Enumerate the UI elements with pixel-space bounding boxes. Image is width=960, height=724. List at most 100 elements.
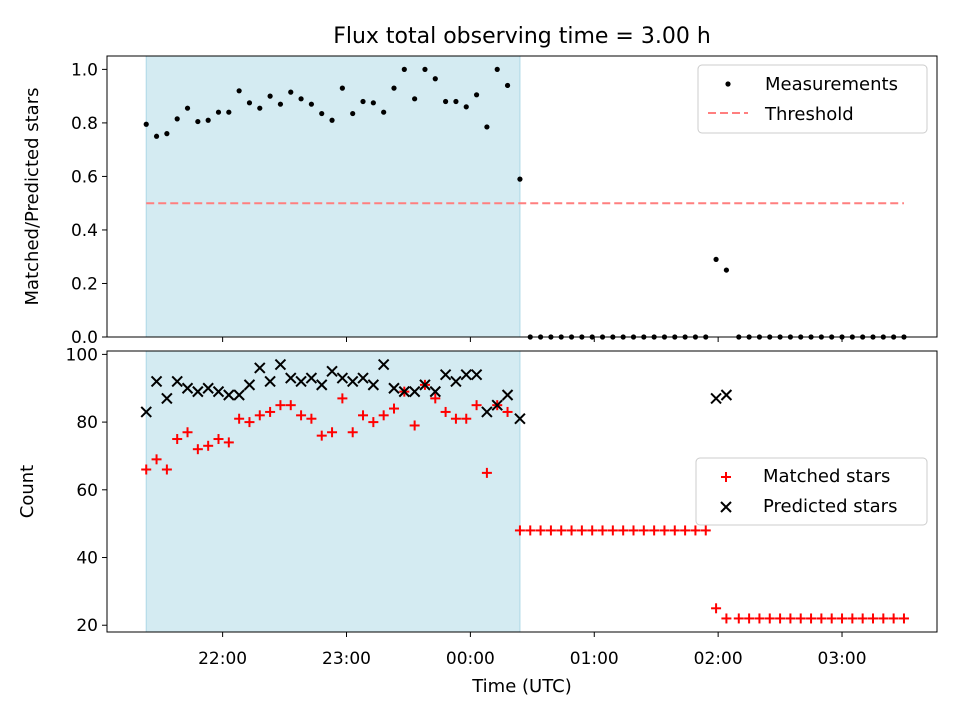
measurements-point: [412, 96, 418, 102]
predicted-stars-point-b: [481, 406, 493, 418]
matched-stars-point: [285, 400, 296, 411]
matched-stars-point: [327, 427, 338, 438]
matched-stars-point: [378, 410, 389, 421]
predicted-stars-point-b: [305, 372, 318, 384]
measurements-point: [329, 117, 335, 123]
matched-stars-point: [545, 525, 556, 536]
matched-stars-point: [587, 525, 598, 536]
matched-stars-point: [669, 525, 680, 536]
predicted-stars-point: [336, 372, 349, 384]
measurements-point: [164, 131, 170, 137]
predicted-stars-point: [429, 385, 441, 398]
predicted-stars-point: [408, 385, 421, 398]
bottom-panel-shaded-span: [145, 350, 521, 633]
measurements-point: [713, 256, 719, 262]
measurements-point: [370, 100, 376, 106]
measurements-point: [401, 66, 407, 72]
measurements-point: [215, 109, 222, 115]
measurements-point: [453, 98, 459, 105]
predicted-stars-point-b: [171, 375, 183, 388]
y-tick-label: 40: [76, 549, 98, 569]
matched-stars-point: [764, 613, 775, 624]
y-tick-label: 0.6: [71, 167, 98, 187]
matched-stars-point: [461, 413, 472, 424]
predicted-stars-point-b: [346, 375, 359, 388]
measurements-point: [184, 105, 191, 111]
measurements-point: [195, 118, 201, 125]
matched-stars-point: [481, 467, 492, 478]
matched-stars-point: [888, 613, 899, 624]
matched-stars-point: [556, 525, 567, 536]
measurements-point: [517, 176, 523, 182]
predicted-stars-point: [491, 399, 503, 411]
legend-threshold-label: Threshold: [764, 104, 854, 125]
predicted-stars-point-b: [264, 375, 276, 388]
predicted-stars-point-b: [181, 382, 194, 394]
predicted-stars-point: [346, 375, 359, 388]
matched-stars-point: [254, 410, 265, 421]
predicted-stars-point: [264, 375, 276, 388]
matched-stars-point: [806, 613, 817, 624]
predicted-stars-point-b: [450, 375, 462, 388]
predicted-stars-point: [254, 362, 266, 374]
top-panel-legend: Measurements Threshold: [697, 64, 928, 134]
matched-stars-point: [223, 437, 234, 448]
matched-stars-point: [368, 417, 379, 428]
legend-predicted-stars-label: Predicted stars: [763, 496, 897, 517]
predicted-stars-point: [419, 379, 431, 391]
predicted-stars-point: [439, 368, 452, 381]
legend-measurements-label: Measurements: [765, 74, 898, 95]
matched-stars-point: [535, 525, 546, 536]
matched-stars-point: [721, 613, 732, 624]
matched-stars-point: [898, 613, 909, 624]
matched-stars-point: [867, 613, 878, 624]
predicted-stars-point: [470, 368, 483, 381]
predicted-stars-point: [171, 375, 183, 388]
matched-stars-point: [659, 525, 670, 536]
matched-stars-point: [837, 613, 848, 624]
matched-stars-point: [358, 410, 369, 421]
predicted-stars-point: [398, 385, 411, 398]
y-tick-label: 0.8: [71, 114, 98, 134]
predicted-stars-point-b: [285, 372, 297, 384]
predicted-stars-point-b: [710, 392, 722, 405]
y-tick-label: 100: [66, 345, 98, 365]
predicted-stars-point-b: [470, 368, 483, 381]
bottom-panel-marks: [140, 358, 909, 624]
top-panel-legend-box: [697, 64, 928, 134]
matched-stars-point: [430, 393, 441, 404]
matched-stars-point: [316, 430, 327, 441]
predicted-stars-point-b: [367, 379, 380, 391]
matched-stars-point: [514, 525, 525, 536]
matched-stars-point: [680, 525, 691, 536]
matched-stars-point: [409, 420, 420, 431]
matched-stars-point: [265, 406, 276, 417]
predicted-stars-point-b: [254, 362, 266, 374]
measurements-point: [246, 100, 253, 106]
measurements-point: [484, 124, 490, 130]
measurements-point: [391, 85, 397, 91]
predicted-stars-point: [161, 392, 173, 405]
matched-stars-point: [700, 525, 711, 536]
legend-plus: [721, 472, 731, 482]
predicted-stars-point-b: [316, 379, 328, 391]
legend-matched-stars-label: Matched stars: [763, 466, 890, 487]
matched-stars-point: [471, 400, 482, 411]
legend-matched-stars-symbol: [721, 472, 731, 482]
top-panel-frame: [106, 55, 938, 338]
y-tick-label: 60: [76, 481, 98, 501]
measurements-point: [443, 98, 449, 105]
y-tick-label: 80: [76, 413, 98, 433]
legend-x-b: [720, 501, 732, 513]
predicted-stars-point: [233, 389, 245, 401]
predicted-stars-point: [710, 392, 722, 405]
matched-stars-point: [628, 525, 639, 536]
predicted-stars-point-b: [514, 413, 526, 425]
matched-stars-point: [597, 525, 608, 536]
predicted-stars-point: [295, 375, 307, 388]
predicted-stars-point-b: [161, 392, 173, 405]
predicted-stars-point-b: [243, 379, 256, 391]
predicted-stars-point: [274, 358, 287, 371]
predicted-stars-point: [192, 385, 204, 398]
matched-stars-point: [347, 427, 358, 438]
